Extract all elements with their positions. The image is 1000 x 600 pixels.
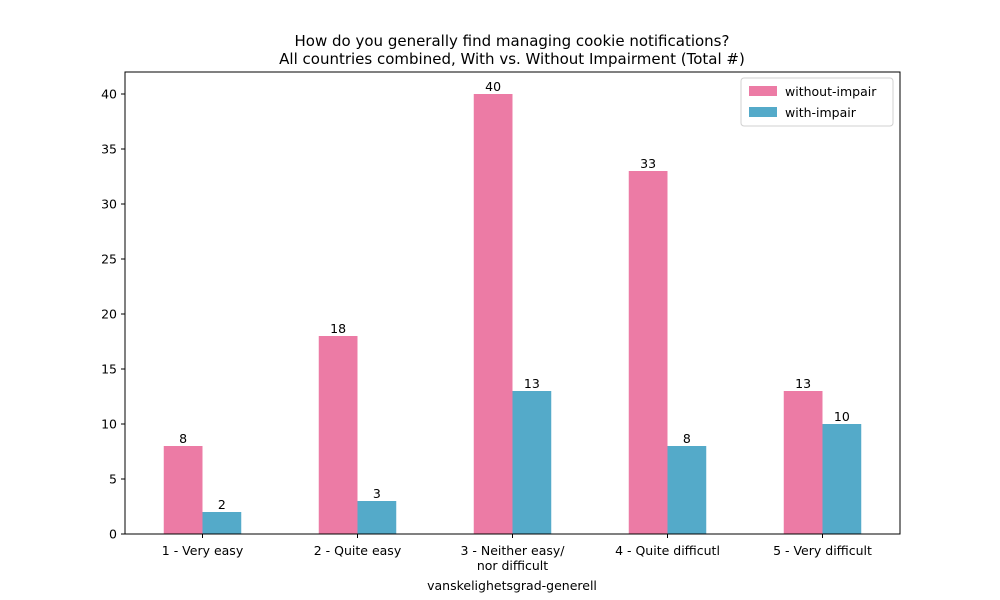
data-label: 40	[485, 79, 501, 94]
chart-title: How do you generally find managing cooki…	[295, 32, 730, 50]
y-tick-label: 25	[101, 252, 117, 267]
bar-without-impair	[473, 94, 513, 534]
x-tick-label: 2 - Quite easy	[314, 543, 402, 558]
bar-without-impair	[163, 446, 203, 534]
axes-frame	[124, 71, 901, 535]
data-label: 3	[373, 486, 381, 501]
y-tick-label: 30	[101, 197, 117, 212]
legend-box	[740, 77, 894, 127]
bar-without-impair	[783, 391, 823, 534]
x-axis-label: vanskelighetsgrad-generell	[427, 578, 597, 593]
data-label: 8	[179, 431, 187, 446]
x-tick-label: nor difficult	[477, 558, 548, 573]
bar-with-impair	[202, 512, 242, 534]
y-tick-label: 35	[101, 142, 117, 157]
data-label: 13	[795, 376, 811, 391]
y-tick-label: 20	[101, 307, 117, 322]
legend-label: without-impair	[785, 84, 877, 99]
data-label: 2	[218, 497, 226, 512]
data-label: 8	[683, 431, 691, 446]
data-label: 33	[640, 156, 656, 171]
bar-without-impair	[318, 336, 358, 534]
data-label: 10	[834, 409, 850, 424]
x-tick-label: 5 - Very difficult	[773, 543, 872, 558]
y-tick-label: 5	[109, 472, 117, 487]
legend-swatch	[749, 86, 777, 96]
x-tick-label: 4 - Quite difficutl	[615, 543, 720, 558]
x-tick-label: 3 - Neither easy/	[460, 543, 565, 558]
bar-with-impair	[667, 446, 707, 534]
bar-without-impair	[628, 171, 668, 534]
bar-with-impair	[822, 424, 862, 534]
y-tick-label: 15	[101, 362, 117, 377]
bar-with-impair	[357, 501, 397, 534]
y-tick-label: 0	[109, 527, 117, 542]
data-label: 18	[330, 321, 346, 336]
x-tick-label: 1 - Very easy	[162, 543, 244, 558]
plot-area: 0 5 10 15 20 25 30 35 40 1 - Very easy 8 2 2 - Quite…	[101, 71, 901, 573]
y-tick-label: 10	[101, 417, 117, 432]
bar-with-impair	[512, 391, 552, 534]
data-label: 13	[524, 376, 540, 391]
y-tick-label: 40	[101, 87, 117, 102]
legend-label: with-impair	[785, 105, 857, 120]
legend-swatch	[749, 107, 777, 117]
chart-subtitle: All countries combined, With vs. Without…	[279, 50, 745, 68]
